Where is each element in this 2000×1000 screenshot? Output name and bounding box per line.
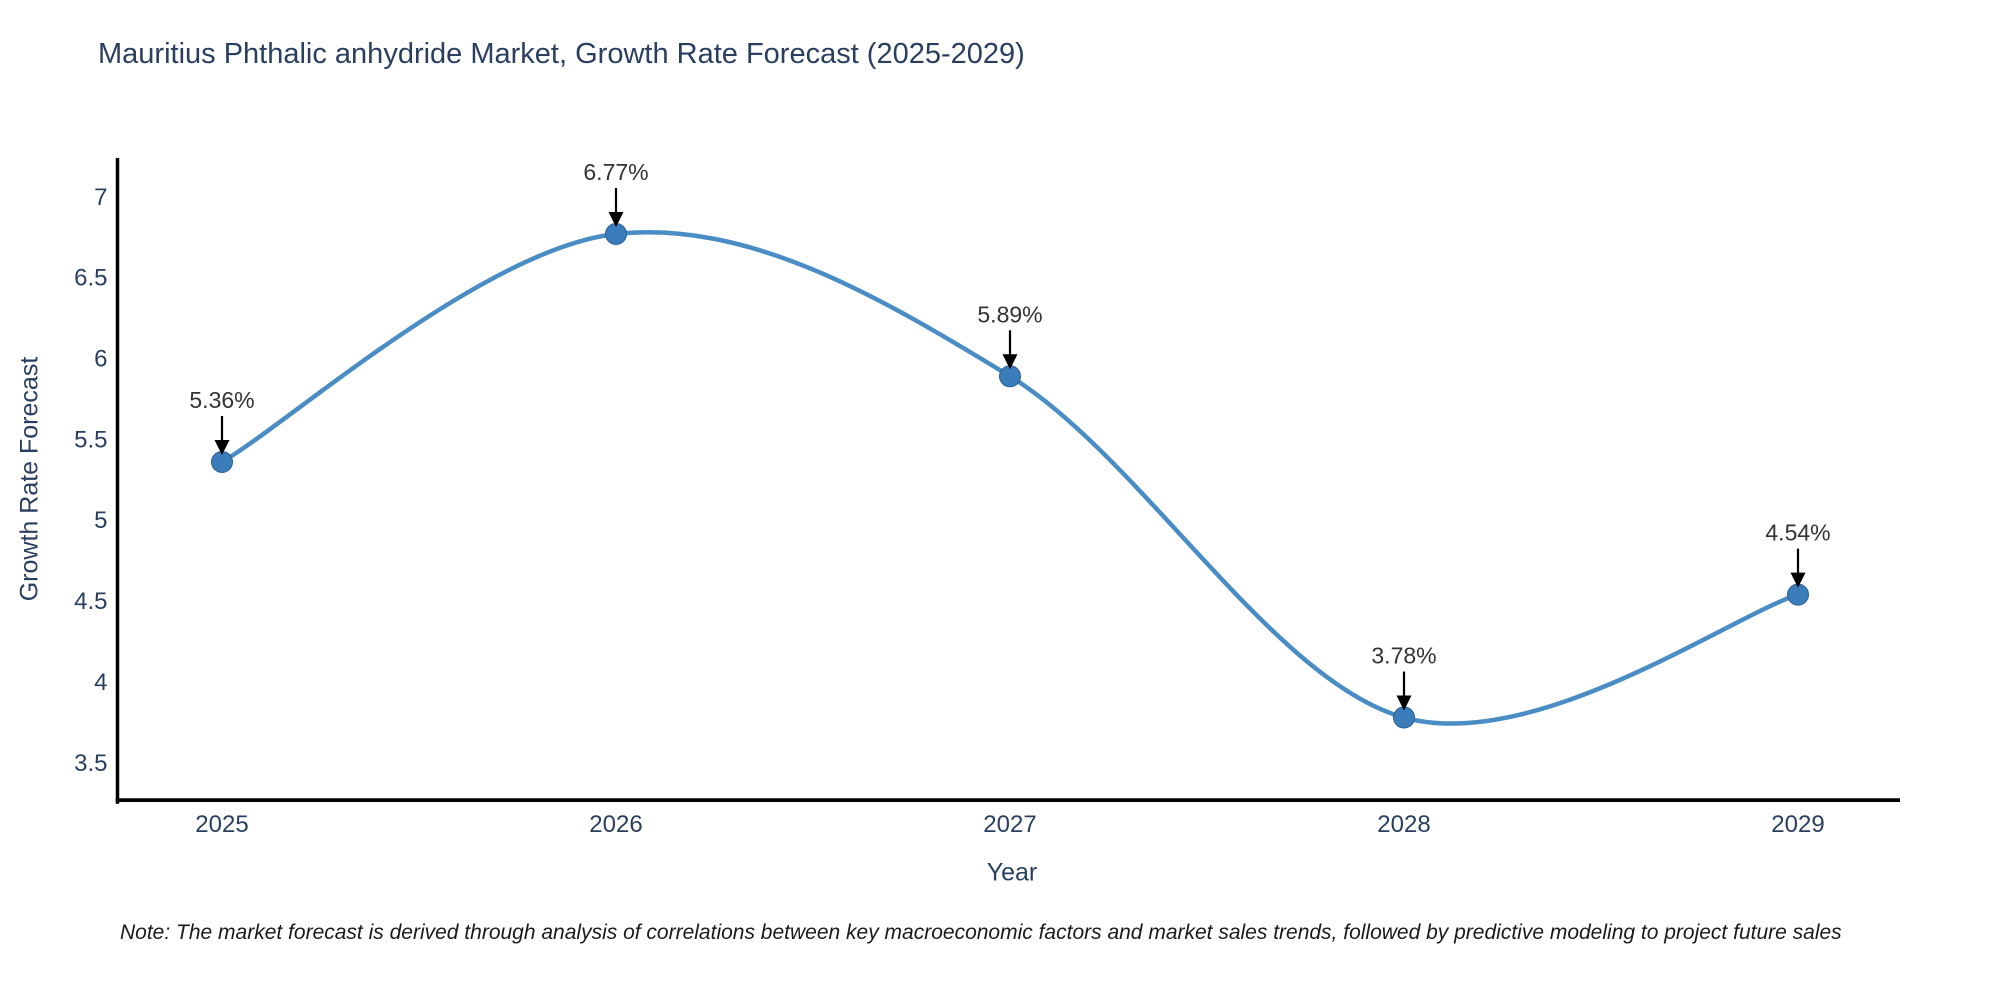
data-point-label: 6.77%: [583, 159, 648, 185]
annotation-arrow-head: [1790, 572, 1806, 588]
x-axis-title: Year: [986, 858, 1038, 887]
data-point-label: 3.78%: [1371, 643, 1436, 669]
x-tick-label: 2029: [1771, 811, 1824, 838]
chart-title: Mauritius Phthalic anhydride Market, Gro…: [98, 38, 1025, 70]
y-tick-label: 7: [94, 184, 107, 211]
x-tick-label: 2027: [983, 811, 1036, 838]
x-axis-line: [115, 798, 1900, 802]
y-tick-label: 5.5: [74, 426, 107, 453]
x-tick-label: 2028: [1377, 811, 1430, 838]
data-point-label: 5.89%: [977, 301, 1042, 327]
data-point-label: 5.36%: [189, 387, 254, 413]
annotation-arrow-head: [1396, 695, 1412, 711]
annotation-arrow-head: [1002, 354, 1018, 370]
x-tick-label: 2025: [195, 811, 248, 838]
y-tick-label: 3.5: [74, 750, 107, 777]
footnote: Note: The market forecast is derived thr…: [120, 921, 1842, 944]
y-tick-label: 4: [94, 669, 107, 696]
y-tick-label: 5: [94, 507, 107, 534]
annotation-arrow-head: [608, 212, 624, 228]
annotation-arrow-head: [214, 440, 230, 456]
y-tick-label: 6.5: [74, 265, 107, 292]
data-point-label: 4.54%: [1765, 520, 1830, 546]
x-tick-label: 2026: [589, 811, 642, 838]
y-tick-label: 6: [94, 346, 107, 373]
y-axis-line: [115, 158, 120, 804]
y-tick-label: 4.5: [74, 588, 107, 615]
